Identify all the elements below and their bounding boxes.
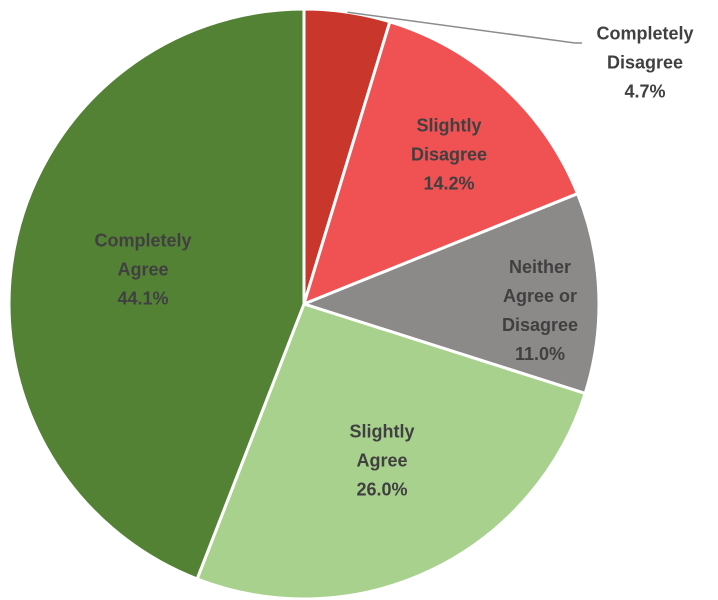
slice-value: 11.0% bbox=[514, 344, 566, 364]
slice-label: Completely Agree 44.1% bbox=[83, 227, 203, 314]
pie-slice bbox=[7, 7, 306, 581]
slice-name: Completely Disagree bbox=[596, 23, 694, 73]
slice-label: Completely Disagree 4.7% bbox=[585, 20, 705, 107]
slice-value: 4.7% bbox=[624, 81, 666, 102]
slice-name: Neither Agree or Disagree bbox=[501, 257, 579, 335]
slice-value: 26.0% bbox=[356, 479, 408, 500]
slice-label: Neither Agree or Disagree 11.0% bbox=[494, 253, 586, 369]
leader-line bbox=[347, 11, 582, 44]
slice-name: Slightly Agree bbox=[349, 421, 415, 471]
slice-name: Slightly Disagree bbox=[410, 115, 488, 165]
pie-slice bbox=[195, 302, 587, 600]
pie-slice bbox=[302, 192, 601, 395]
slice-value: 44.1% bbox=[117, 288, 169, 309]
slice-label: Slightly Disagree 14.2% bbox=[399, 112, 499, 199]
slice-label: Slightly Agree 26.0% bbox=[337, 418, 427, 505]
pie-slice bbox=[302, 20, 580, 306]
slice-value: 14.2% bbox=[423, 173, 475, 194]
slice-name: Completely Agree bbox=[94, 230, 192, 280]
